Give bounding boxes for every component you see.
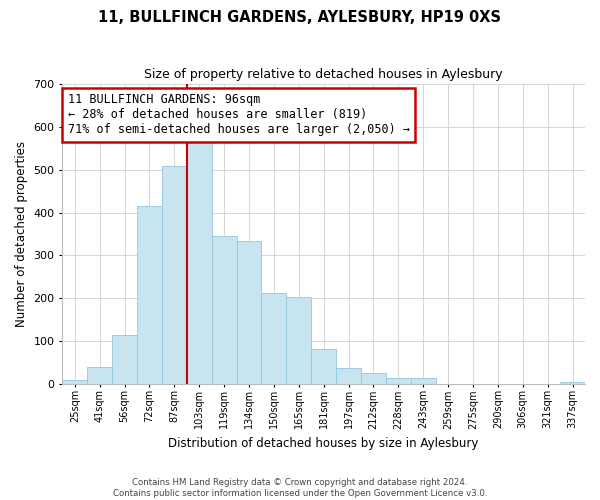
Bar xyxy=(311,350,336,384)
Bar xyxy=(87,368,112,384)
Bar xyxy=(212,236,236,384)
Bar xyxy=(62,380,87,384)
Bar xyxy=(411,378,436,384)
Bar xyxy=(112,336,137,384)
Bar xyxy=(236,242,262,384)
Bar xyxy=(361,373,386,384)
Bar xyxy=(286,298,311,384)
Y-axis label: Number of detached properties: Number of detached properties xyxy=(15,141,28,327)
Text: 11, BULLFINCH GARDENS, AYLESBURY, HP19 0XS: 11, BULLFINCH GARDENS, AYLESBURY, HP19 0… xyxy=(98,10,502,25)
Title: Size of property relative to detached houses in Aylesbury: Size of property relative to detached ho… xyxy=(145,68,503,80)
Bar xyxy=(386,378,411,384)
Bar xyxy=(336,368,361,384)
Bar xyxy=(137,206,162,384)
Bar xyxy=(162,166,187,384)
Bar xyxy=(187,138,212,384)
Bar xyxy=(262,293,286,384)
Bar xyxy=(560,382,585,384)
Text: 11 BULLFINCH GARDENS: 96sqm
← 28% of detached houses are smaller (819)
71% of se: 11 BULLFINCH GARDENS: 96sqm ← 28% of det… xyxy=(68,94,410,136)
X-axis label: Distribution of detached houses by size in Aylesbury: Distribution of detached houses by size … xyxy=(169,437,479,450)
Text: Contains HM Land Registry data © Crown copyright and database right 2024.
Contai: Contains HM Land Registry data © Crown c… xyxy=(113,478,487,498)
